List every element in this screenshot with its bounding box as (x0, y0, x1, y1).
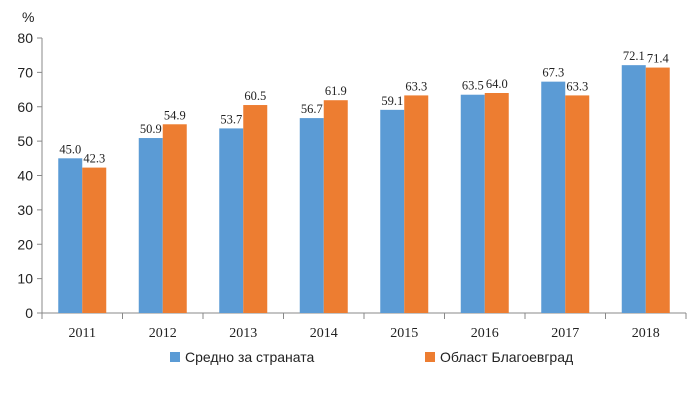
y-tick-label: 80 (17, 30, 33, 46)
data-label: 54.9 (164, 108, 186, 122)
y-tick-label: 70 (17, 64, 33, 80)
bar (243, 105, 268, 313)
bars (58, 65, 670, 313)
y-tick-label: 0 (25, 305, 33, 321)
data-label: 45.0 (59, 142, 81, 156)
data-label: 53.7 (220, 112, 242, 126)
data-labels: 45.042.350.954.9 53.760.556.761.959.163.3… (59, 49, 669, 165)
data-label: 61.9 (325, 84, 347, 98)
legend-label: Област Благоевград (440, 349, 573, 365)
legend-swatch (425, 352, 435, 362)
bar (82, 167, 107, 313)
data-label: 72.1 (623, 49, 645, 63)
y-tick-label: 60 (17, 99, 33, 115)
x-tick-label: 2014 (310, 326, 338, 341)
legend-swatch (170, 352, 180, 362)
x-tick-label: 2015 (390, 326, 418, 341)
bar (621, 65, 646, 313)
data-label: 64.0 (486, 77, 508, 91)
x-axis: 2011 2012 2013 2014 2015 2016 2017 2018 (41, 312, 687, 341)
y-tick-label: 30 (17, 202, 33, 218)
bar (404, 95, 429, 313)
x-tick-label: 2016 (471, 326, 499, 341)
bar (380, 109, 405, 313)
bar (58, 158, 83, 313)
data-label: 63.3 (405, 79, 427, 93)
y-tick-label: 20 (17, 236, 33, 252)
legend: Средно за страната Област Благоевград (170, 349, 573, 365)
data-label: 42.3 (83, 152, 105, 166)
bar (460, 94, 485, 313)
x-tick-label: 2017 (551, 326, 579, 341)
x-tick-label: 2011 (69, 326, 96, 341)
y-axis: 0 10 20 30 40 50 60 70 80 (17, 30, 43, 321)
y-tick-label: 40 (17, 168, 33, 184)
bar (299, 118, 324, 313)
bar (219, 128, 244, 313)
bar (645, 67, 670, 313)
data-label: 71.4 (647, 52, 670, 66)
y-tick-label: 10 (17, 271, 33, 287)
legend-label: Средно за страната (185, 349, 314, 365)
data-label: 56.7 (301, 102, 323, 116)
bar (565, 95, 590, 313)
data-label: 50.9 (140, 122, 162, 136)
bar (541, 81, 566, 313)
x-tick-label: 2018 (632, 326, 660, 341)
data-label: 63.5 (462, 79, 484, 93)
data-label: 67.3 (542, 66, 564, 80)
bar (323, 100, 348, 313)
data-label: 63.3 (566, 79, 588, 93)
x-tick-label: 2012 (149, 326, 177, 341)
bar (484, 93, 509, 313)
x-tick-label: 2013 (229, 326, 257, 341)
y-axis-unit: % (22, 9, 34, 25)
data-label: 59.1 (381, 94, 403, 108)
bar (162, 124, 187, 313)
data-label: 60.5 (244, 89, 266, 103)
y-tick-label: 50 (17, 133, 33, 149)
bar (138, 138, 163, 313)
